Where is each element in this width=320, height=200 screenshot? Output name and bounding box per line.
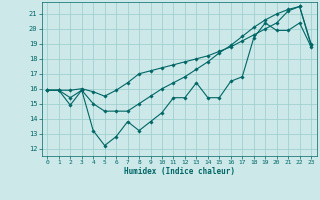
X-axis label: Humidex (Indice chaleur): Humidex (Indice chaleur) (124, 167, 235, 176)
